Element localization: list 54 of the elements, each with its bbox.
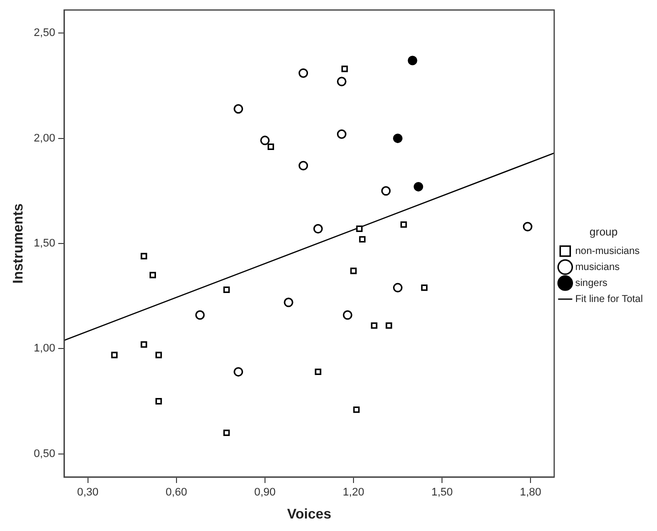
y-tick-label: 0,50 <box>34 448 56 460</box>
point <box>234 367 244 377</box>
x-tick-label: 0,60 <box>166 486 188 499</box>
point <box>298 160 308 170</box>
point <box>522 222 532 232</box>
point <box>223 286 230 294</box>
point <box>195 310 205 320</box>
x-tick-label: 0,30 <box>77 486 99 499</box>
point <box>111 352 118 358</box>
legend-label: Fit line for Total <box>575 294 643 305</box>
legend-title: group <box>590 226 618 238</box>
point <box>350 268 357 274</box>
y-tick-label: 2,00 <box>34 132 56 144</box>
point <box>400 221 407 228</box>
legend-label: non-musicians <box>575 246 640 257</box>
point <box>342 310 352 320</box>
point <box>336 76 346 86</box>
point <box>155 352 162 358</box>
y-axis-title: Instruments <box>9 203 26 284</box>
y-tick-label: 1,00 <box>34 342 56 355</box>
point <box>314 368 322 376</box>
y-tick-label: 1,50 <box>34 238 56 250</box>
point <box>393 134 403 144</box>
point <box>313 224 323 234</box>
x-tick-label: 0,90 <box>254 486 276 499</box>
x-axis-title: Voices <box>287 505 332 522</box>
point <box>223 430 230 436</box>
point <box>284 298 294 308</box>
point <box>370 322 378 329</box>
point <box>381 186 391 196</box>
point <box>234 104 244 114</box>
point <box>386 322 392 329</box>
x-tick-label: 1,80 <box>520 486 542 499</box>
point <box>260 136 270 146</box>
point <box>353 406 360 413</box>
point <box>150 272 156 278</box>
point <box>155 398 162 404</box>
point <box>359 236 366 243</box>
x-tick-label: 1,20 <box>342 486 364 499</box>
point <box>421 284 428 291</box>
point <box>408 56 418 66</box>
point <box>356 226 363 232</box>
point <box>140 341 148 348</box>
point <box>393 282 403 292</box>
point <box>414 182 424 192</box>
point <box>268 144 274 150</box>
legend-label: singers <box>575 278 608 289</box>
y-tick-label: 2,50 <box>34 27 56 40</box>
point <box>298 68 308 78</box>
x-tick-label: 1,50 <box>431 486 453 499</box>
legend-label: musicians <box>575 262 620 273</box>
point <box>336 129 346 139</box>
point <box>341 66 348 72</box>
point <box>140 252 148 260</box>
